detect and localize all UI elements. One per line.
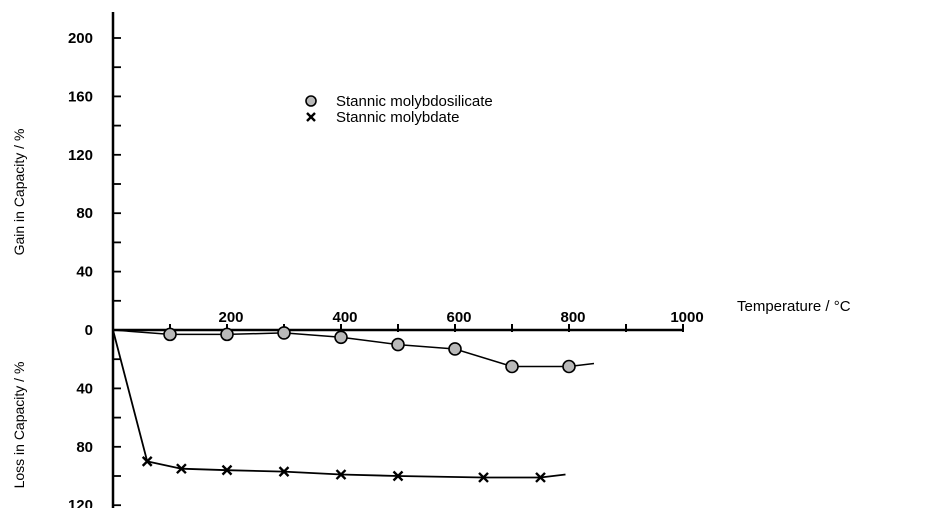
x-marker-stroke: [392, 470, 404, 482]
data-point: [141, 456, 153, 467]
data-point: [391, 337, 405, 352]
x-marker-stroke: [335, 469, 347, 480]
y-tick-label: 160: [68, 88, 93, 105]
x-marker-stroke: [176, 463, 187, 475]
data-point: [335, 469, 347, 480]
series-line: [112, 329, 566, 479]
y-tick-label: 120: [68, 497, 93, 508]
y-tick-label: 80: [76, 439, 93, 456]
data-point: [505, 359, 519, 374]
y-tick-label: 120: [68, 147, 93, 164]
y-tick-label: 40: [76, 380, 93, 397]
data-point: [392, 470, 404, 482]
y-axis-title-loss: Loss in Capacity / %: [11, 362, 27, 489]
data-point: [221, 464, 233, 476]
x-tick-label: 600: [446, 309, 471, 326]
x-marker-stroke: [478, 472, 489, 483]
data-point: [277, 326, 291, 340]
x-tick-label: 800: [560, 309, 585, 326]
legend-marker-x: [306, 112, 316, 122]
legend-label: Stannic molybdate: [336, 109, 459, 126]
data-point: [535, 472, 546, 483]
y-tick-label: 80: [76, 205, 93, 222]
x-tick-label: 400: [332, 309, 357, 326]
x-marker-stroke: [221, 464, 233, 476]
x-axis-title: Temperature / °C: [737, 298, 851, 315]
data-point: [448, 342, 462, 356]
series-group: [112, 326, 595, 483]
data-point: [176, 463, 187, 475]
legend-marker-circle: [305, 95, 317, 107]
x-tick-label: 1000: [670, 309, 703, 326]
data-point: [562, 359, 576, 374]
data-point: [278, 466, 290, 477]
y-axis-title-gain: Gain in Capacity / %: [11, 129, 27, 256]
data-point: [220, 327, 234, 342]
series-line: [112, 329, 595, 368]
x-tick-label: 200: [218, 309, 243, 326]
x-marker-stroke: [141, 456, 153, 467]
data-point: [478, 472, 489, 483]
data-point: [334, 330, 348, 345]
y-tick-label: 200: [68, 30, 93, 47]
x-marker-stroke: [535, 472, 546, 483]
data-point: [163, 327, 177, 342]
x-marker-stroke: [278, 466, 290, 477]
x-marker-stroke: [306, 112, 316, 122]
y-tick-label: 40: [76, 264, 93, 281]
legend-label: Stannic molybdosilicate: [336, 93, 493, 110]
y-tick-label: 0: [85, 322, 93, 339]
